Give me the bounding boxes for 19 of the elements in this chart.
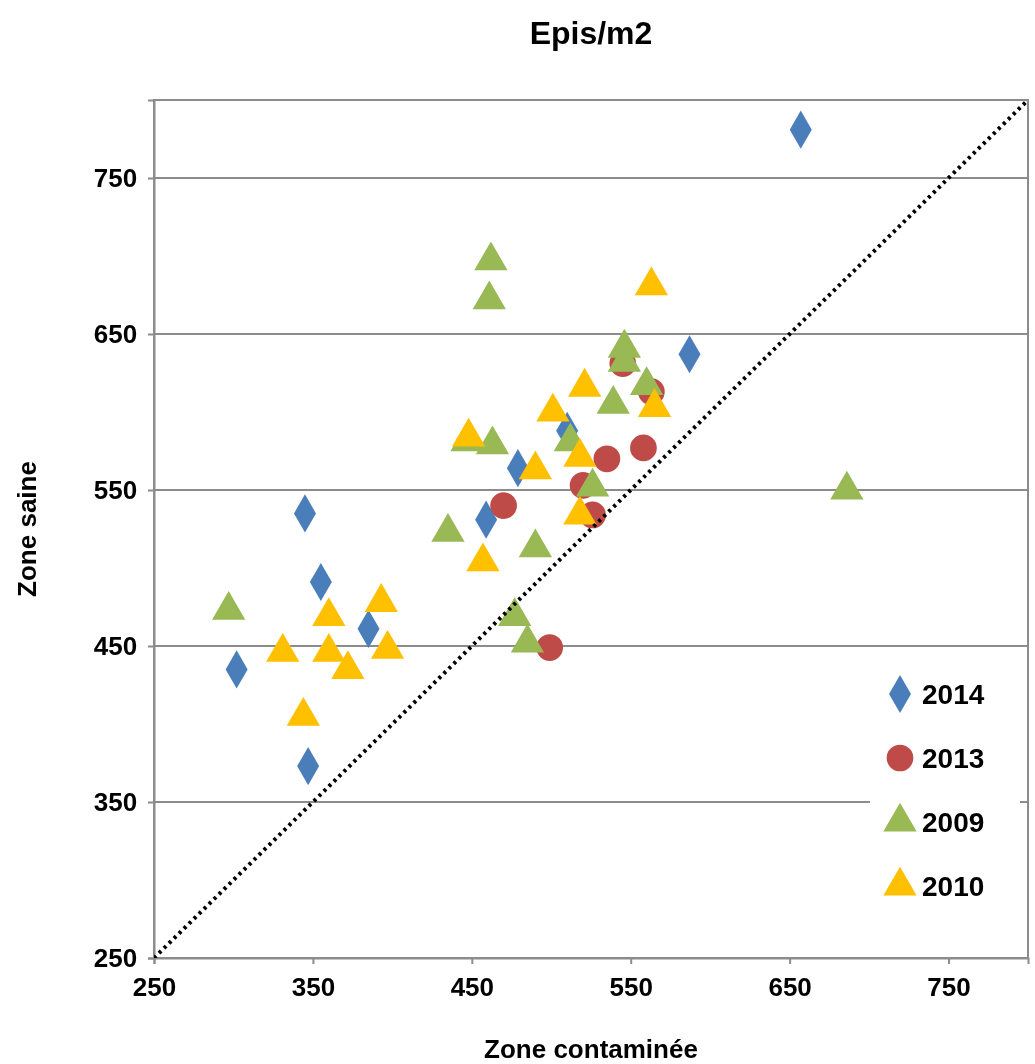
x-tick-label: 650 <box>768 971 812 1002</box>
y-tick-label: 250 <box>93 942 138 973</box>
legend-label: 2014 <box>922 678 985 710</box>
x-tick-label: 750 <box>927 971 971 1002</box>
x-axis-title: Zone contaminée <box>484 1034 698 1064</box>
y-tick-label: 450 <box>93 630 138 661</box>
x-tick-label: 350 <box>291 971 336 1002</box>
x-tick-label: 550 <box>609 971 653 1002</box>
y-tick-label: 650 <box>93 318 138 349</box>
legend-label: 2009 <box>922 806 985 838</box>
legend-label: 2013 <box>922 742 985 774</box>
y-axis-title: Zone saine <box>12 461 42 597</box>
x-tick-label: 450 <box>450 971 495 1002</box>
y-tick-label: 350 <box>93 786 138 817</box>
y-tick-label: 550 <box>93 474 138 505</box>
y-tick-label: 750 <box>93 162 138 193</box>
chart-title: Epis/m2 <box>529 15 653 51</box>
x-tick-label: 250 <box>132 971 177 1002</box>
legend-label: 2010 <box>922 870 985 902</box>
